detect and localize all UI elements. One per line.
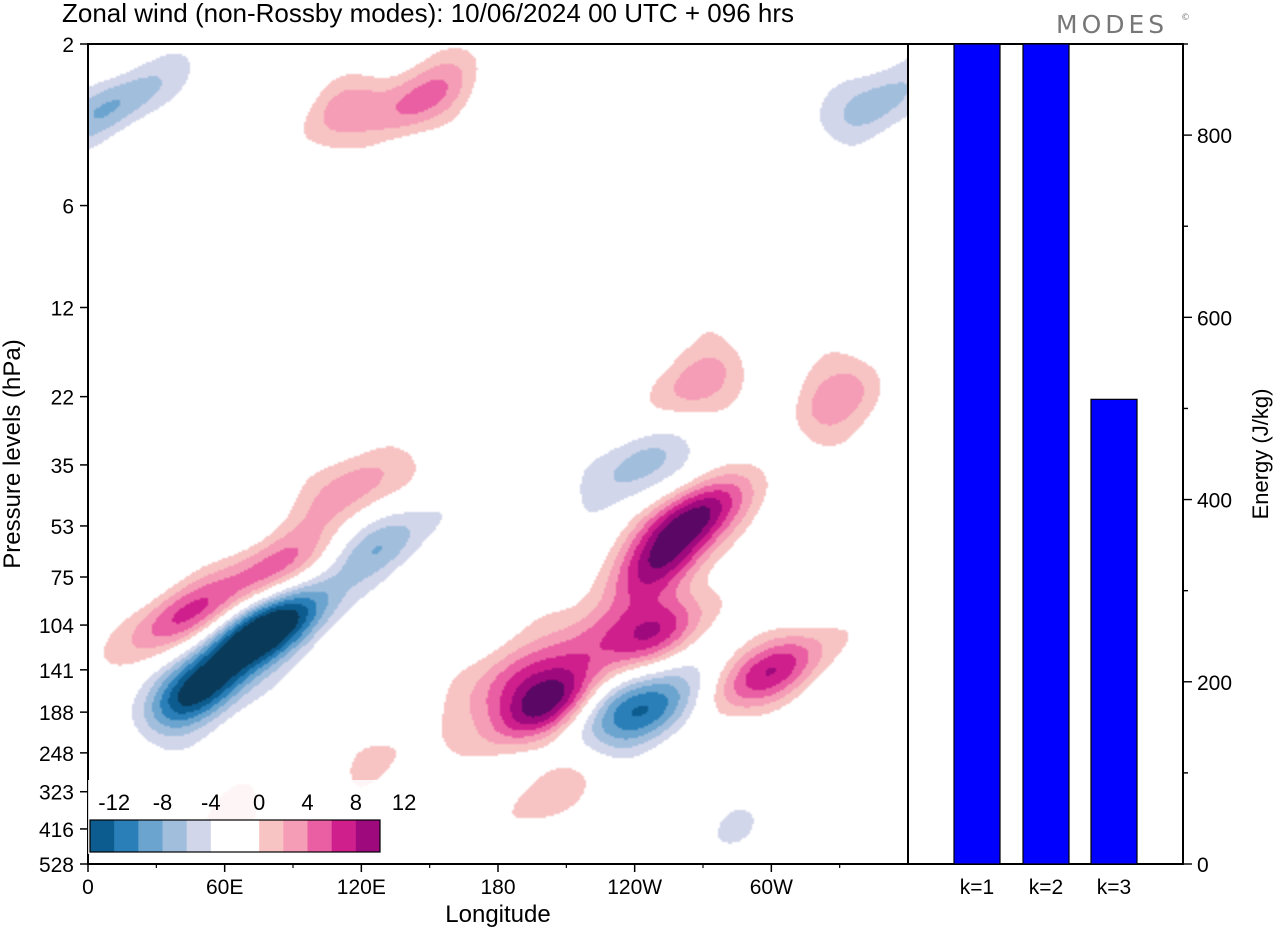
x-tick-label: 180 [480,876,515,899]
brand-mark: © [1181,13,1190,23]
colorbar-swatch [331,820,357,852]
x-axis-label: Longitude [445,901,550,928]
bar-panel: k=1 k=2 k=3 0 200 400 600 800 Energy (J/kg) [907,43,1273,899]
y-tick-label: 323 [39,782,74,805]
bar-k3 [1090,398,1138,865]
energy-axis: 0 200 400 600 800 [1183,43,1232,877]
colorbar-label: 12 [392,790,416,815]
y-tick-label: 75 [51,567,74,590]
y-tick-label: 6 [62,196,74,219]
colorbar-swatch [259,820,284,852]
energy-tick-label: 800 [1197,125,1232,148]
bars: k=1 k=2 k=3 [953,43,1138,899]
colorbar-swatch [307,820,333,852]
colorbar: -12 -8 -4 0 4 8 12 [88,780,416,854]
bar-category-label: k=2 [1029,876,1063,899]
colorbar-frame [89,819,381,853]
energy-tick-label: 400 [1197,490,1232,513]
bar-k2 [1022,43,1070,865]
brand-text: MODES [1056,10,1168,39]
colorbar-label: -12 [98,790,130,815]
x-tick-label: 60W [750,876,793,899]
y-tick-label: 2 [62,34,74,57]
y-tick-label: 35 [51,455,74,478]
colorbar-swatch [283,820,308,852]
y-tick-label: 528 [39,854,74,877]
colorbar-swatch [114,820,139,852]
colorbar-swatch [138,820,163,852]
energy-tick-label: 0 [1197,854,1209,877]
colorbar-swatch [355,820,381,852]
colorbar-label: 0 [253,790,265,815]
energy-tick-label: 600 [1197,307,1232,330]
colorbar-label: 4 [301,790,313,815]
y-axis: 2 6 12 22 35 53 75 104 141 188 248 323 416 528 [39,34,88,877]
heatmap-panel: 0 60E 120E 180 120W 60W 2 6 12 22 35 53 75 104 141 188… [0,34,909,928]
colorbar-swatch [186,820,212,852]
x-tick-label: 120W [607,876,662,899]
x-tick-label: 0 [82,876,94,899]
colorbar-swatch [90,820,115,852]
colorbar-swatch [235,820,260,852]
chart-title: Zonal wind (non-Rossby modes): 10/06/202… [62,0,794,28]
colorbar-swatch [210,820,236,852]
brand-logo: MODES © [1056,10,1190,39]
y-tick-label: 141 [39,660,74,683]
colorbar-label: 8 [350,790,362,815]
heatmap-raster [88,44,908,864]
y-axis-label: Pressure levels (hPa) [0,339,26,568]
x-tick-label: 120E [337,876,386,899]
x-axis: 0 60E 120E 180 120W 60W [82,864,841,899]
y-tick-label: 22 [51,387,74,410]
y-tick-label: 248 [39,743,74,766]
energy-axis-label: Energy (J/kg) [1248,389,1273,520]
y-tick-label: 416 [39,819,74,842]
y-tick-label: 12 [51,297,74,320]
y-tick-label: 188 [39,702,74,725]
colorbar-swatch [162,820,188,852]
colorbar-label: -4 [201,790,221,815]
y-tick-label: 53 [51,516,74,539]
colorbar-label: -8 [153,790,173,815]
bar-category-label: k=3 [1097,876,1131,899]
bar-category-label: k=1 [960,876,994,899]
bar-k1 [953,43,1001,865]
x-tick-label: 60E [206,876,243,899]
energy-tick-label: 200 [1197,672,1232,695]
y-tick-label: 104 [39,615,74,638]
